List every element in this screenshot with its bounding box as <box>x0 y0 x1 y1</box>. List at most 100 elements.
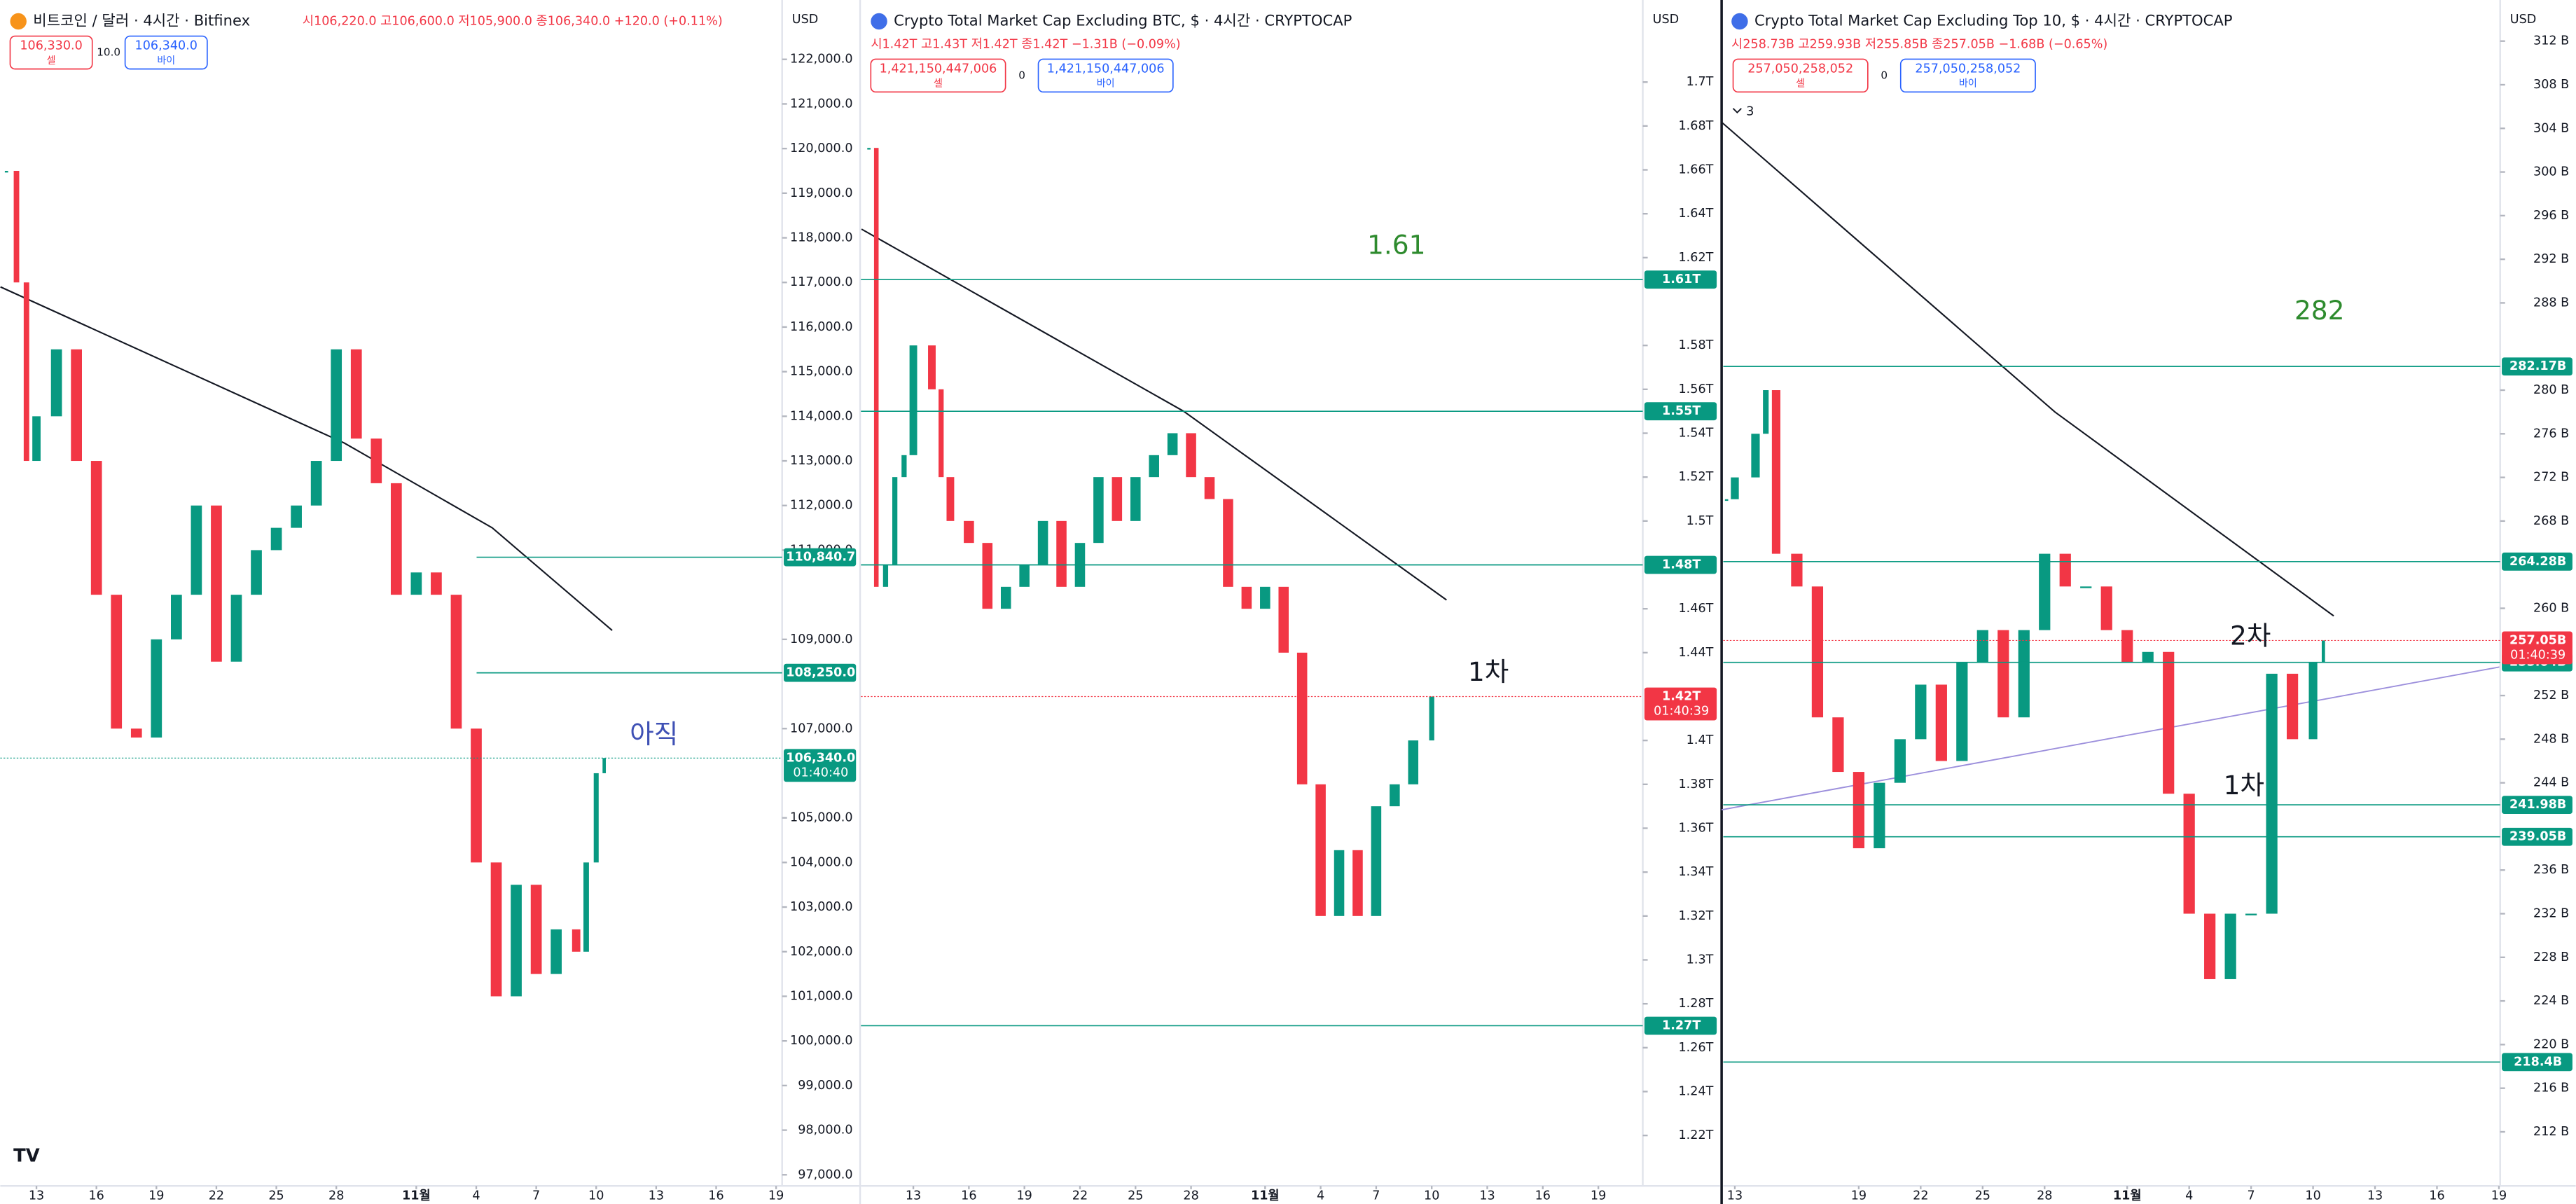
sell-button[interactable] <box>9 35 93 70</box>
candle <box>331 349 342 462</box>
y-tick-label: 296 B <box>2533 209 2569 223</box>
level-label-box <box>2502 1053 2572 1072</box>
candle <box>1894 739 1906 783</box>
sell-button[interactable] <box>1732 58 1869 93</box>
candle <box>1771 390 1781 554</box>
collapsed-count[interactable]: 3 <box>1746 104 1754 118</box>
y-tick-label: 1.32T <box>1679 909 1714 923</box>
y-tick-label: 100,000.0 <box>790 1034 852 1048</box>
annotation: 282 <box>2294 295 2345 326</box>
y-tick-label: 97,000.0 <box>798 1168 852 1182</box>
x-tick-label: 13 <box>906 1189 921 1203</box>
buy-price: 106,340.0 <box>135 39 198 53</box>
candle <box>2308 663 2318 740</box>
spread: 0 <box>1881 69 1888 81</box>
y-tick-label: 112,000.0 <box>790 499 852 513</box>
candle <box>530 885 542 974</box>
y-tick-label: 1.46T <box>1679 602 1714 616</box>
y-tick-label: 1.22T <box>1679 1128 1714 1142</box>
logo: TV <box>13 1145 40 1166</box>
candle <box>1832 717 1844 773</box>
symbol-icon <box>10 13 27 30</box>
candle <box>1408 740 1419 784</box>
spread: 0 <box>1018 69 1025 81</box>
candle <box>1204 477 1215 499</box>
candle <box>211 505 222 662</box>
candle <box>2321 640 2325 663</box>
y-tick-label: 1.54T <box>1679 427 1714 441</box>
y-tick-label: 268 B <box>2533 514 2569 528</box>
x-tick-label: 11월 <box>402 1189 431 1203</box>
x-tick-label: 28 <box>1183 1189 1198 1203</box>
x-tick-label: 4 <box>1317 1189 1324 1203</box>
candle <box>2018 630 2030 718</box>
sell-button[interactable] <box>870 58 1006 93</box>
y-tick-label: 1.5T <box>1687 514 1714 528</box>
candle <box>2286 673 2299 740</box>
chart-panel: 97,000.0 98,000.0 99,000.0 100,000.0 101,000… <box>0 0 859 1203</box>
chart-panel: 212 B 216 B 220 B 224 B 228 B 232 B 236 B 244 B… <box>1722 0 2576 1203</box>
candle <box>939 389 944 478</box>
annotation: 1차 <box>2224 770 2264 801</box>
level-label: 108,250.0 <box>786 666 855 680</box>
y-tick-label: 292 B <box>2533 252 2569 266</box>
x-tick-label: 10 <box>1424 1189 1439 1203</box>
candle <box>964 520 974 544</box>
y-tick-label: 212 B <box>2533 1125 2569 1139</box>
x-tick-label: 19 <box>768 1189 784 1203</box>
level-label-box <box>2502 827 2572 846</box>
candle <box>2204 913 2216 979</box>
y-tick-label: 236 B <box>2533 863 2569 877</box>
annotation: 1.61 <box>1367 229 1426 260</box>
candle <box>1352 850 1363 916</box>
y-tick-label: 1.4T <box>1687 733 1714 747</box>
last-price-label: 1.42T <box>1662 689 1701 703</box>
symbol-title: 비트코인 / 달러 · 4시간 · Bitfinex <box>33 11 250 29</box>
candle <box>1296 652 1308 784</box>
y-tick-label: 1.64T <box>1679 207 1714 221</box>
y-tick-label: 122,000.0 <box>790 53 852 67</box>
level-label: 1.61T <box>1662 272 1701 286</box>
buy-button[interactable] <box>124 35 208 70</box>
candle <box>1278 586 1289 653</box>
candle <box>1935 684 1947 761</box>
y-tick-label: 252 B <box>2533 689 2569 703</box>
candle <box>2080 586 2092 588</box>
candle <box>909 345 917 455</box>
y-tick-label: 248 B <box>2533 732 2569 746</box>
candle <box>1241 586 1252 609</box>
x-tick-label: 25 <box>268 1189 284 1203</box>
buy-price: 257,050,258,052 <box>1915 62 2021 76</box>
candle <box>892 477 898 565</box>
candle <box>1751 434 1760 478</box>
candle <box>2100 586 2112 630</box>
y-tick-label: 99,000.0 <box>798 1079 852 1093</box>
candle <box>471 728 482 863</box>
buy-button[interactable] <box>1037 58 1174 93</box>
candle <box>2224 913 2236 979</box>
annotation: 1차 <box>1468 656 1509 687</box>
candle <box>901 455 907 478</box>
candle <box>1019 565 1030 587</box>
level-label: 218.4B <box>2514 1055 2562 1069</box>
y-tick-label: 260 B <box>2533 601 2569 615</box>
x-tick-label: 19 <box>1016 1189 1032 1203</box>
y-tick-label: 1.56T <box>1679 382 1714 396</box>
y-tick-label: 119,000.0 <box>790 186 852 200</box>
candle <box>4 170 8 173</box>
y-tick-label: 280 B <box>2533 383 2569 397</box>
candle <box>431 572 442 595</box>
candle <box>350 349 362 439</box>
x-tick-label: 10 <box>588 1189 604 1203</box>
candle <box>50 349 62 417</box>
x-tick-label: 28 <box>2037 1189 2052 1203</box>
buy-button[interactable] <box>1899 58 2036 93</box>
y-tick-label: 220 B <box>2533 1037 2569 1051</box>
x-tick-label: 19 <box>2491 1189 2507 1203</box>
y-tick-label: 109,000.0 <box>790 632 852 646</box>
trend-line <box>1721 666 2500 811</box>
candle <box>1315 784 1326 916</box>
candle <box>111 595 123 729</box>
candle <box>310 461 322 506</box>
candle <box>2142 651 2154 663</box>
